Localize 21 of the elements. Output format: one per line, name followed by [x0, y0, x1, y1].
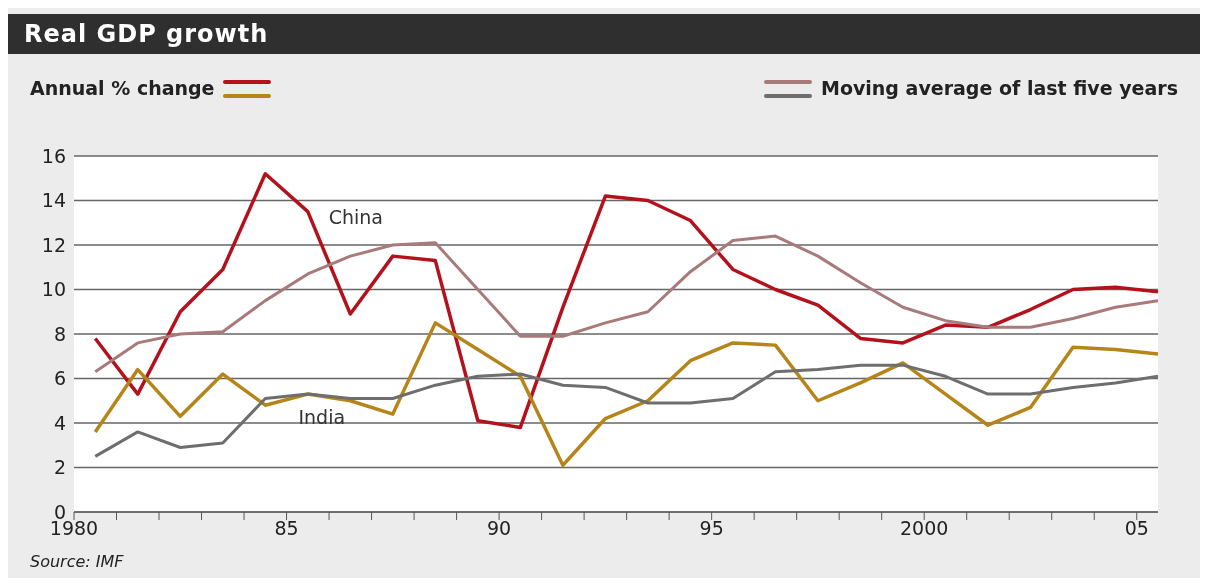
x-tick-label: 05	[1124, 517, 1149, 540]
y-tick-label: 14	[41, 189, 66, 212]
x-tick-label: 95	[699, 517, 724, 540]
y-tick-label: 4	[53, 411, 66, 434]
line-series	[93, 321, 1158, 468]
x-tick-label: 85	[274, 517, 299, 540]
y-tick-label: 16	[41, 144, 66, 167]
x-tick-label: 2000	[900, 517, 949, 540]
text: Annual % change	[30, 75, 216, 101]
series-label: China	[328, 205, 383, 228]
y-tick-label: 6	[53, 367, 66, 390]
line-series	[93, 234, 1158, 374]
chart-title: Real GDP growth	[8, 14, 1200, 54]
y-tick-label: 8	[53, 322, 66, 345]
y-tick-label: 12	[41, 233, 66, 256]
x-tick-label: 90	[487, 517, 512, 540]
source-note: Source: IMF	[30, 552, 124, 571]
y-tick-label: 10	[41, 278, 66, 301]
y-tick-label: 2	[53, 456, 66, 479]
text: Moving average of last five years	[820, 75, 1178, 101]
line-series	[93, 172, 1158, 430]
